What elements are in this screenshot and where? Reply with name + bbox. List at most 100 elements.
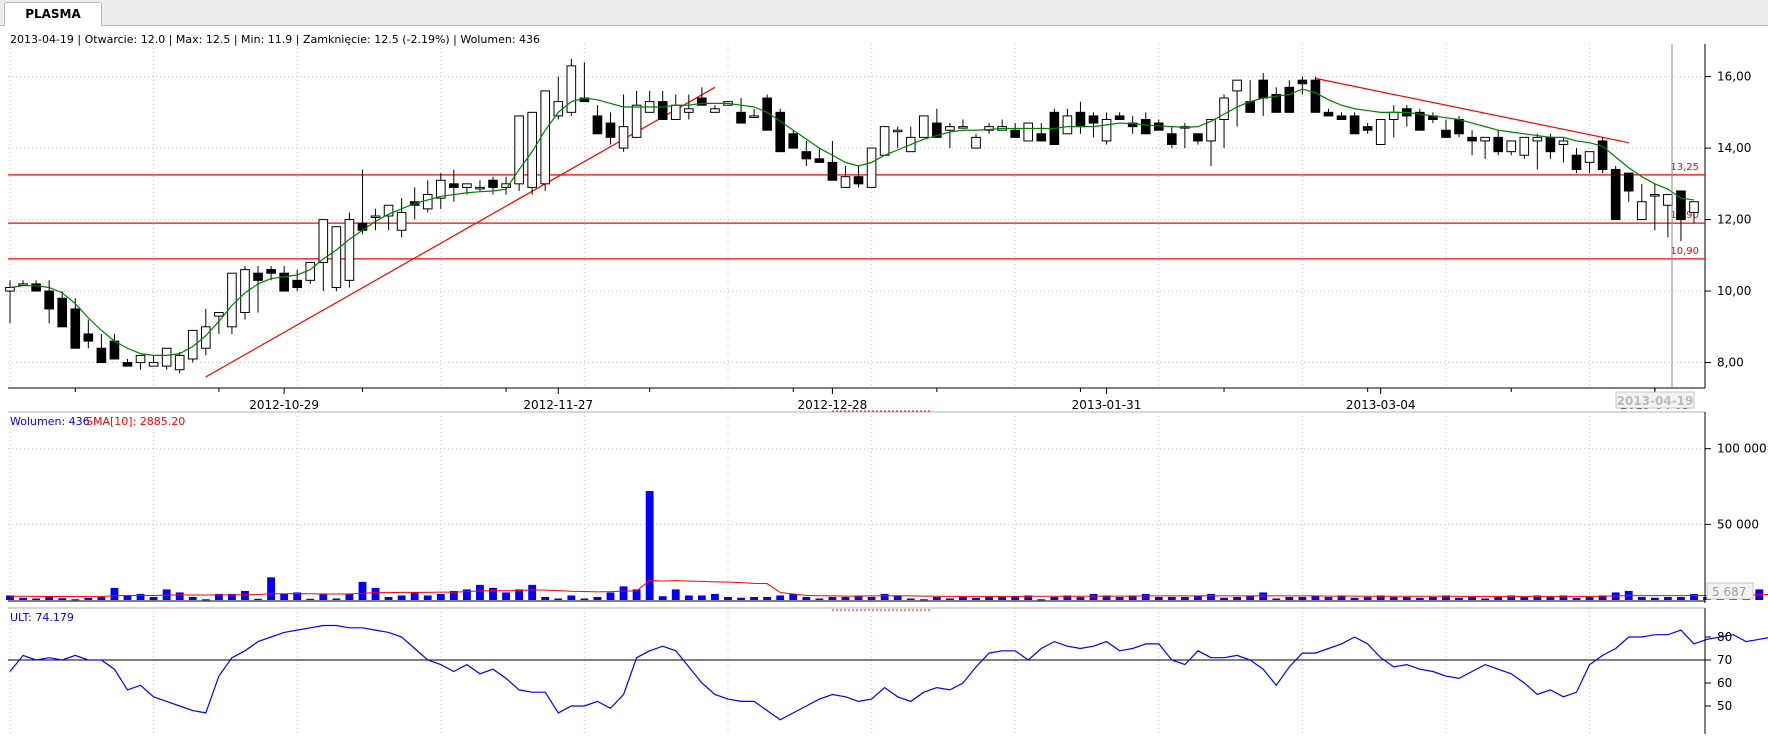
- candle-body: [1493, 136, 1503, 153]
- volume-bar: [1637, 596, 1646, 600]
- candle: [749, 108, 759, 118]
- volume-bar: [554, 598, 563, 600]
- volume-tick-label: 100 000: [1717, 442, 1767, 456]
- candle-body: [892, 129, 903, 133]
- candle: [18, 280, 28, 286]
- volume-panel[interactable]: 100 000 50 000 Wolumen: 436 SMA[10]: 2885…: [6, 411, 1768, 611]
- volume-bar: [893, 595, 902, 600]
- ult-tick-label: 80: [1717, 630, 1732, 644]
- candle: [122, 358, 133, 367]
- candle: [135, 354, 146, 370]
- volume-bar: [985, 596, 993, 600]
- candle-body: [1623, 172, 1634, 192]
- volume-sma-legend: SMA[10]: 2885.20: [86, 415, 185, 428]
- candle: [1245, 80, 1255, 113]
- volume-bar: [1468, 596, 1476, 600]
- candle: [566, 58, 577, 116]
- volume-bar: [1180, 596, 1189, 600]
- volume-bar: [789, 593, 798, 600]
- volume-bar: [1246, 595, 1255, 600]
- candle: [1193, 133, 1203, 145]
- volume-bar: [1050, 596, 1059, 600]
- volume-bar: [462, 589, 471, 600]
- candle: [1349, 112, 1360, 135]
- candle: [892, 126, 903, 149]
- candle: [475, 180, 485, 191]
- candle: [318, 219, 329, 292]
- volume-bar: [776, 595, 785, 600]
- volume-bar: [606, 592, 615, 600]
- volume-bar: [1546, 596, 1555, 600]
- volume-bar: [1324, 596, 1333, 600]
- tab-plasma[interactable]: PLASMA: [4, 2, 102, 26]
- candle: [1636, 183, 1647, 221]
- volume-grid: [8, 412, 1705, 601]
- candle-body: [918, 115, 929, 138]
- candle: [644, 90, 655, 113]
- candle-body: [266, 269, 276, 274]
- volume-bar: [1363, 596, 1372, 600]
- volume-bar: [1089, 593, 1098, 600]
- candle-body: [279, 272, 289, 292]
- candle: [305, 261, 316, 284]
- candle-body: [827, 161, 838, 181]
- candle: [83, 319, 94, 349]
- price-panel[interactable]: 13,2511,9010,90 16,00 14,00 12,00 10,00 8,00…: [5, 44, 1752, 412]
- volume-bar: [1194, 595, 1202, 600]
- candle-body: [1506, 140, 1517, 153]
- volume-bar: [188, 596, 197, 600]
- volume-bar: [880, 593, 889, 600]
- time-label: 2013-01-31: [1072, 398, 1142, 412]
- candle-body: [1310, 79, 1321, 113]
- volume-bar: [1650, 597, 1659, 600]
- candle: [201, 308, 211, 356]
- ult-grid: [9, 608, 1591, 734]
- candle: [488, 176, 498, 195]
- current-date-box: [1615, 391, 1695, 409]
- candle: [1114, 112, 1125, 120]
- volume-bar: [802, 596, 811, 600]
- candle-body: [1519, 136, 1530, 156]
- candle-body: [488, 179, 498, 188]
- candle: [396, 198, 407, 238]
- candle: [96, 333, 107, 364]
- candle: [684, 94, 694, 120]
- candle: [840, 165, 851, 188]
- candle: [1310, 76, 1321, 113]
- ult-line: [9, 624, 1768, 721]
- trendline-1: [1315, 77, 1629, 144]
- candle: [1049, 108, 1060, 146]
- candle: [187, 329, 198, 363]
- candle-body: [370, 215, 381, 218]
- ult-tick-label: 50: [1717, 699, 1732, 713]
- candle-body: [57, 297, 68, 328]
- volume-bar: [214, 593, 223, 600]
- candle-body: [1323, 111, 1334, 117]
- volume-bar: [1037, 599, 1046, 601]
- candle-body: [475, 186, 485, 190]
- volume-bar: [515, 589, 524, 600]
- volume-bar: [1024, 595, 1033, 600]
- volume-bar: [619, 586, 628, 600]
- volume-bar: [671, 589, 680, 600]
- candle: [605, 112, 616, 145]
- candle: [1480, 136, 1490, 159]
- info-close: Zamknięcie: 12.5 (-2.19%): [303, 33, 450, 46]
- ult-panel[interactable]: 80 70 60 50 ULT: 74.179: [8, 607, 1768, 734]
- volume-bar: [136, 593, 145, 600]
- volume-bar: [645, 491, 654, 600]
- volume-legend: Wolumen: 436: [10, 415, 90, 428]
- candle: [540, 90, 551, 191]
- volume-bar: [1154, 596, 1163, 600]
- candle: [1676, 190, 1686, 242]
- candle-body: [1193, 133, 1203, 142]
- candle: [57, 291, 68, 328]
- candle-body: [657, 101, 668, 120]
- candle: [1088, 112, 1099, 138]
- volume-bar: [423, 595, 432, 600]
- volume-tick-label: 50 000: [1717, 517, 1759, 531]
- volume-bar: [1337, 595, 1346, 600]
- candle-body: [1663, 194, 1673, 206]
- candle: [1493, 130, 1503, 156]
- candle: [1297, 76, 1308, 95]
